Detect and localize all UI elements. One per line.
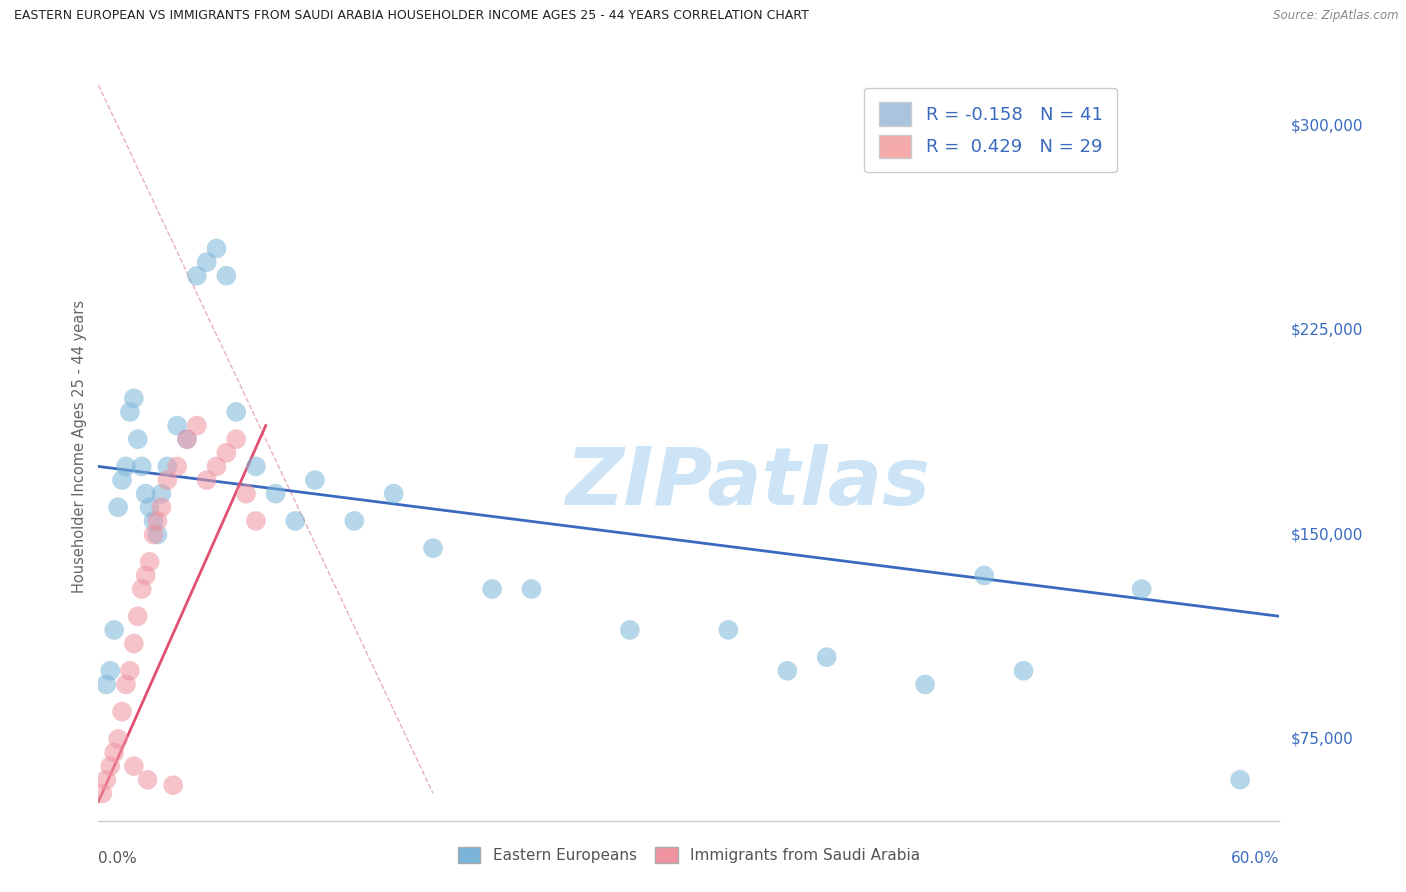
Point xyxy=(225,432,247,446)
Point xyxy=(195,473,218,487)
Point xyxy=(1130,582,1153,596)
Point xyxy=(135,486,157,500)
Point xyxy=(186,268,208,283)
Point xyxy=(91,786,114,800)
Point xyxy=(481,582,503,596)
Point xyxy=(1012,664,1035,678)
Point xyxy=(156,459,179,474)
Text: $75,000: $75,000 xyxy=(1291,731,1354,747)
Point xyxy=(776,664,799,678)
Text: $150,000: $150,000 xyxy=(1291,527,1362,542)
Text: Source: ZipAtlas.com: Source: ZipAtlas.com xyxy=(1274,9,1399,22)
Point xyxy=(304,473,326,487)
Point xyxy=(98,759,121,773)
Point xyxy=(343,514,366,528)
Point xyxy=(131,459,153,474)
Point xyxy=(146,527,169,541)
Point xyxy=(142,514,165,528)
Point xyxy=(103,623,125,637)
Point xyxy=(914,677,936,691)
Point xyxy=(127,432,149,446)
Point xyxy=(225,405,247,419)
Point xyxy=(176,432,198,446)
Point xyxy=(186,418,208,433)
Point xyxy=(135,568,157,582)
Text: $300,000: $300,000 xyxy=(1291,119,1362,133)
Point xyxy=(619,623,641,637)
Point xyxy=(284,514,307,528)
Point xyxy=(264,486,287,500)
Point xyxy=(122,392,145,406)
Point xyxy=(118,405,141,419)
Point xyxy=(122,636,145,650)
Point xyxy=(122,759,145,773)
Point xyxy=(973,568,995,582)
Point xyxy=(111,705,134,719)
Point xyxy=(115,459,138,474)
Point xyxy=(111,473,134,487)
Point xyxy=(245,459,267,474)
Point xyxy=(115,677,138,691)
Text: ZIPatlas: ZIPatlas xyxy=(565,444,931,523)
Point xyxy=(103,746,125,760)
Point xyxy=(205,242,228,256)
Point xyxy=(520,582,543,596)
Text: 60.0%: 60.0% xyxy=(1232,851,1279,865)
Point xyxy=(166,459,188,474)
Point xyxy=(205,459,228,474)
Point xyxy=(235,486,257,500)
Text: EASTERN EUROPEAN VS IMMIGRANTS FROM SAUDI ARABIA HOUSEHOLDER INCOME AGES 25 - 44: EASTERN EUROPEAN VS IMMIGRANTS FROM SAUD… xyxy=(14,9,808,22)
Point xyxy=(96,677,118,691)
Point xyxy=(127,609,149,624)
Point xyxy=(150,486,173,500)
Point xyxy=(107,731,129,746)
Point xyxy=(717,623,740,637)
Point xyxy=(146,514,169,528)
Point xyxy=(195,255,218,269)
Point xyxy=(215,268,238,283)
Point xyxy=(215,446,238,460)
Point xyxy=(142,527,165,541)
Point xyxy=(815,650,838,665)
Point xyxy=(156,473,179,487)
Point xyxy=(1229,772,1251,787)
Point xyxy=(98,664,121,678)
Point xyxy=(382,486,405,500)
Point xyxy=(138,555,160,569)
Point xyxy=(118,664,141,678)
Point xyxy=(96,772,118,787)
Point xyxy=(131,582,153,596)
Point xyxy=(422,541,444,556)
Text: 0.0%: 0.0% xyxy=(98,851,138,865)
Legend: Eastern Europeans, Immigrants from Saudi Arabia: Eastern Europeans, Immigrants from Saudi… xyxy=(451,841,927,869)
Point xyxy=(136,772,159,787)
Point xyxy=(162,778,184,792)
Point xyxy=(150,500,173,515)
Y-axis label: Householder Income Ages 25 - 44 years: Householder Income Ages 25 - 44 years xyxy=(72,300,87,592)
Point xyxy=(166,418,188,433)
Point xyxy=(138,500,160,515)
Point xyxy=(245,514,267,528)
Text: $225,000: $225,000 xyxy=(1291,323,1362,338)
Point xyxy=(107,500,129,515)
Point xyxy=(176,432,198,446)
